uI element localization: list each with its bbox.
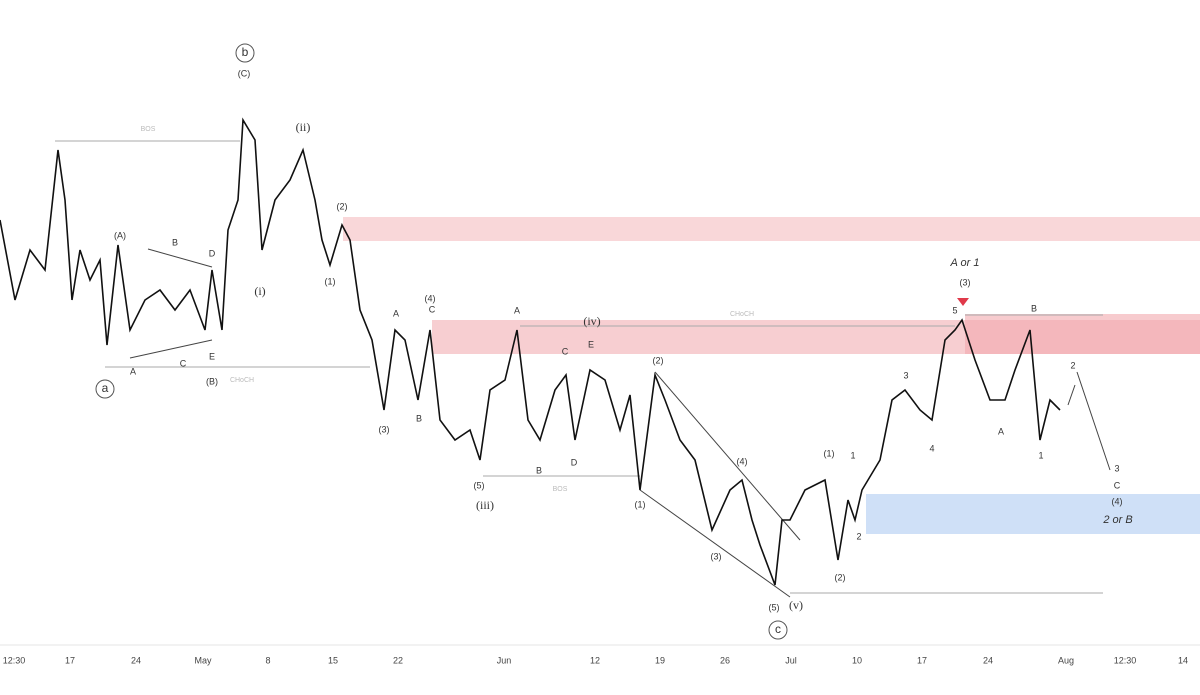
wave-label: (iii) (476, 498, 494, 512)
x-tick-label: 14 (1178, 655, 1188, 665)
x-tick-label: 12 (590, 655, 600, 665)
x-tick-label: 12:30 (3, 655, 26, 665)
x-tick-label: 26 (720, 655, 730, 665)
wave-label: A (514, 305, 520, 315)
wave-label: C (562, 346, 569, 356)
wave-label: A (130, 366, 136, 376)
wave-label: (i) (254, 284, 265, 298)
wave-label: B (1031, 303, 1037, 313)
wave-label: (3) (960, 277, 971, 287)
wave-label: B (416, 413, 422, 423)
wave-label: D (571, 457, 578, 467)
x-tick-label: Jun (497, 655, 512, 665)
wave-label: (4) (737, 456, 748, 466)
x-tick-label: 24 (131, 655, 141, 665)
wave-circle (95, 379, 115, 399)
wave-label: 1 (850, 450, 855, 460)
wave-label: B (536, 465, 542, 475)
x-tick-label: 17 (65, 655, 75, 665)
x-tick-label: 17 (917, 655, 927, 665)
wave-label: (1) (325, 276, 336, 286)
structure-label: CHoCH (230, 377, 254, 384)
wave-circle (235, 43, 255, 63)
x-tick-label: 22 (393, 655, 403, 665)
wave-label: B (172, 237, 178, 247)
structure-label: BOS (141, 126, 156, 133)
wave-label: (C) (238, 68, 251, 78)
wave-label: (B) (206, 376, 218, 386)
wave-label: (2) (337, 201, 348, 211)
wave-label: A (393, 308, 399, 318)
x-tick-label: 8 (265, 655, 270, 665)
wave-label: C (1114, 480, 1121, 490)
price-path (0, 117, 1061, 586)
x-tick-label: May (194, 655, 212, 665)
wave-label: b (242, 45, 249, 59)
forecast-path (1076, 371, 1111, 471)
wave-label: 2 (1070, 360, 1075, 370)
wave-label: 1 (1038, 450, 1043, 460)
wave-label: (5) (474, 480, 485, 490)
wave-label: (4) (1112, 496, 1123, 506)
wave-label: 5 (952, 305, 957, 315)
wave-label: E (588, 339, 594, 349)
wave-label: (ii) (296, 120, 311, 134)
wave-label: (1) (635, 499, 646, 509)
x-tick-label: 10 (852, 655, 862, 665)
wave-label: C (180, 358, 187, 368)
wave-label: 2 or B (1102, 514, 1132, 526)
wave-label: a (102, 381, 109, 395)
supply-zone (343, 217, 1200, 241)
demand-zone (866, 494, 1200, 534)
x-tick-label: 12:30 (1114, 655, 1137, 665)
wave-label: (1) (824, 448, 835, 458)
wave-label: A (998, 426, 1004, 436)
structure-label: BOS (553, 486, 568, 493)
wave-label: D (209, 248, 216, 258)
wave-label: (2) (835, 572, 846, 582)
x-tick-label: 15 (328, 655, 338, 665)
wave-label: (3) (711, 551, 722, 561)
wave-label: E (209, 351, 215, 361)
forecast-path (1067, 384, 1076, 406)
wave-label: C (429, 304, 436, 314)
wave-label: 3 (1114, 463, 1119, 473)
wave-label: (2) (653, 355, 664, 365)
wave-label: (A) (114, 230, 126, 240)
wave-label: c (775, 622, 781, 636)
marker (957, 298, 969, 306)
wave-label: 4 (929, 443, 934, 453)
wave-circle (768, 620, 788, 640)
structure-lines (55, 140, 1103, 594)
wave-label: (v) (789, 598, 803, 612)
wave-label: (iv) (583, 314, 600, 328)
structure-label: CHoCH (730, 311, 754, 318)
wave-label: A or 1 (950, 257, 980, 269)
wave-label: 2 (856, 531, 861, 541)
x-tick-label: Aug (1058, 655, 1074, 665)
x-tick-label: Jul (785, 655, 797, 665)
pattern-lines (129, 248, 801, 598)
supply-zone (965, 314, 1200, 354)
wave-label: (4) (425, 293, 436, 303)
x-tick-label: 24 (983, 655, 993, 665)
wave-label: 3 (903, 370, 908, 380)
wave-label: (3) (379, 424, 390, 434)
x-tick-label: 19 (655, 655, 665, 665)
wave-label: (5) (769, 602, 780, 612)
